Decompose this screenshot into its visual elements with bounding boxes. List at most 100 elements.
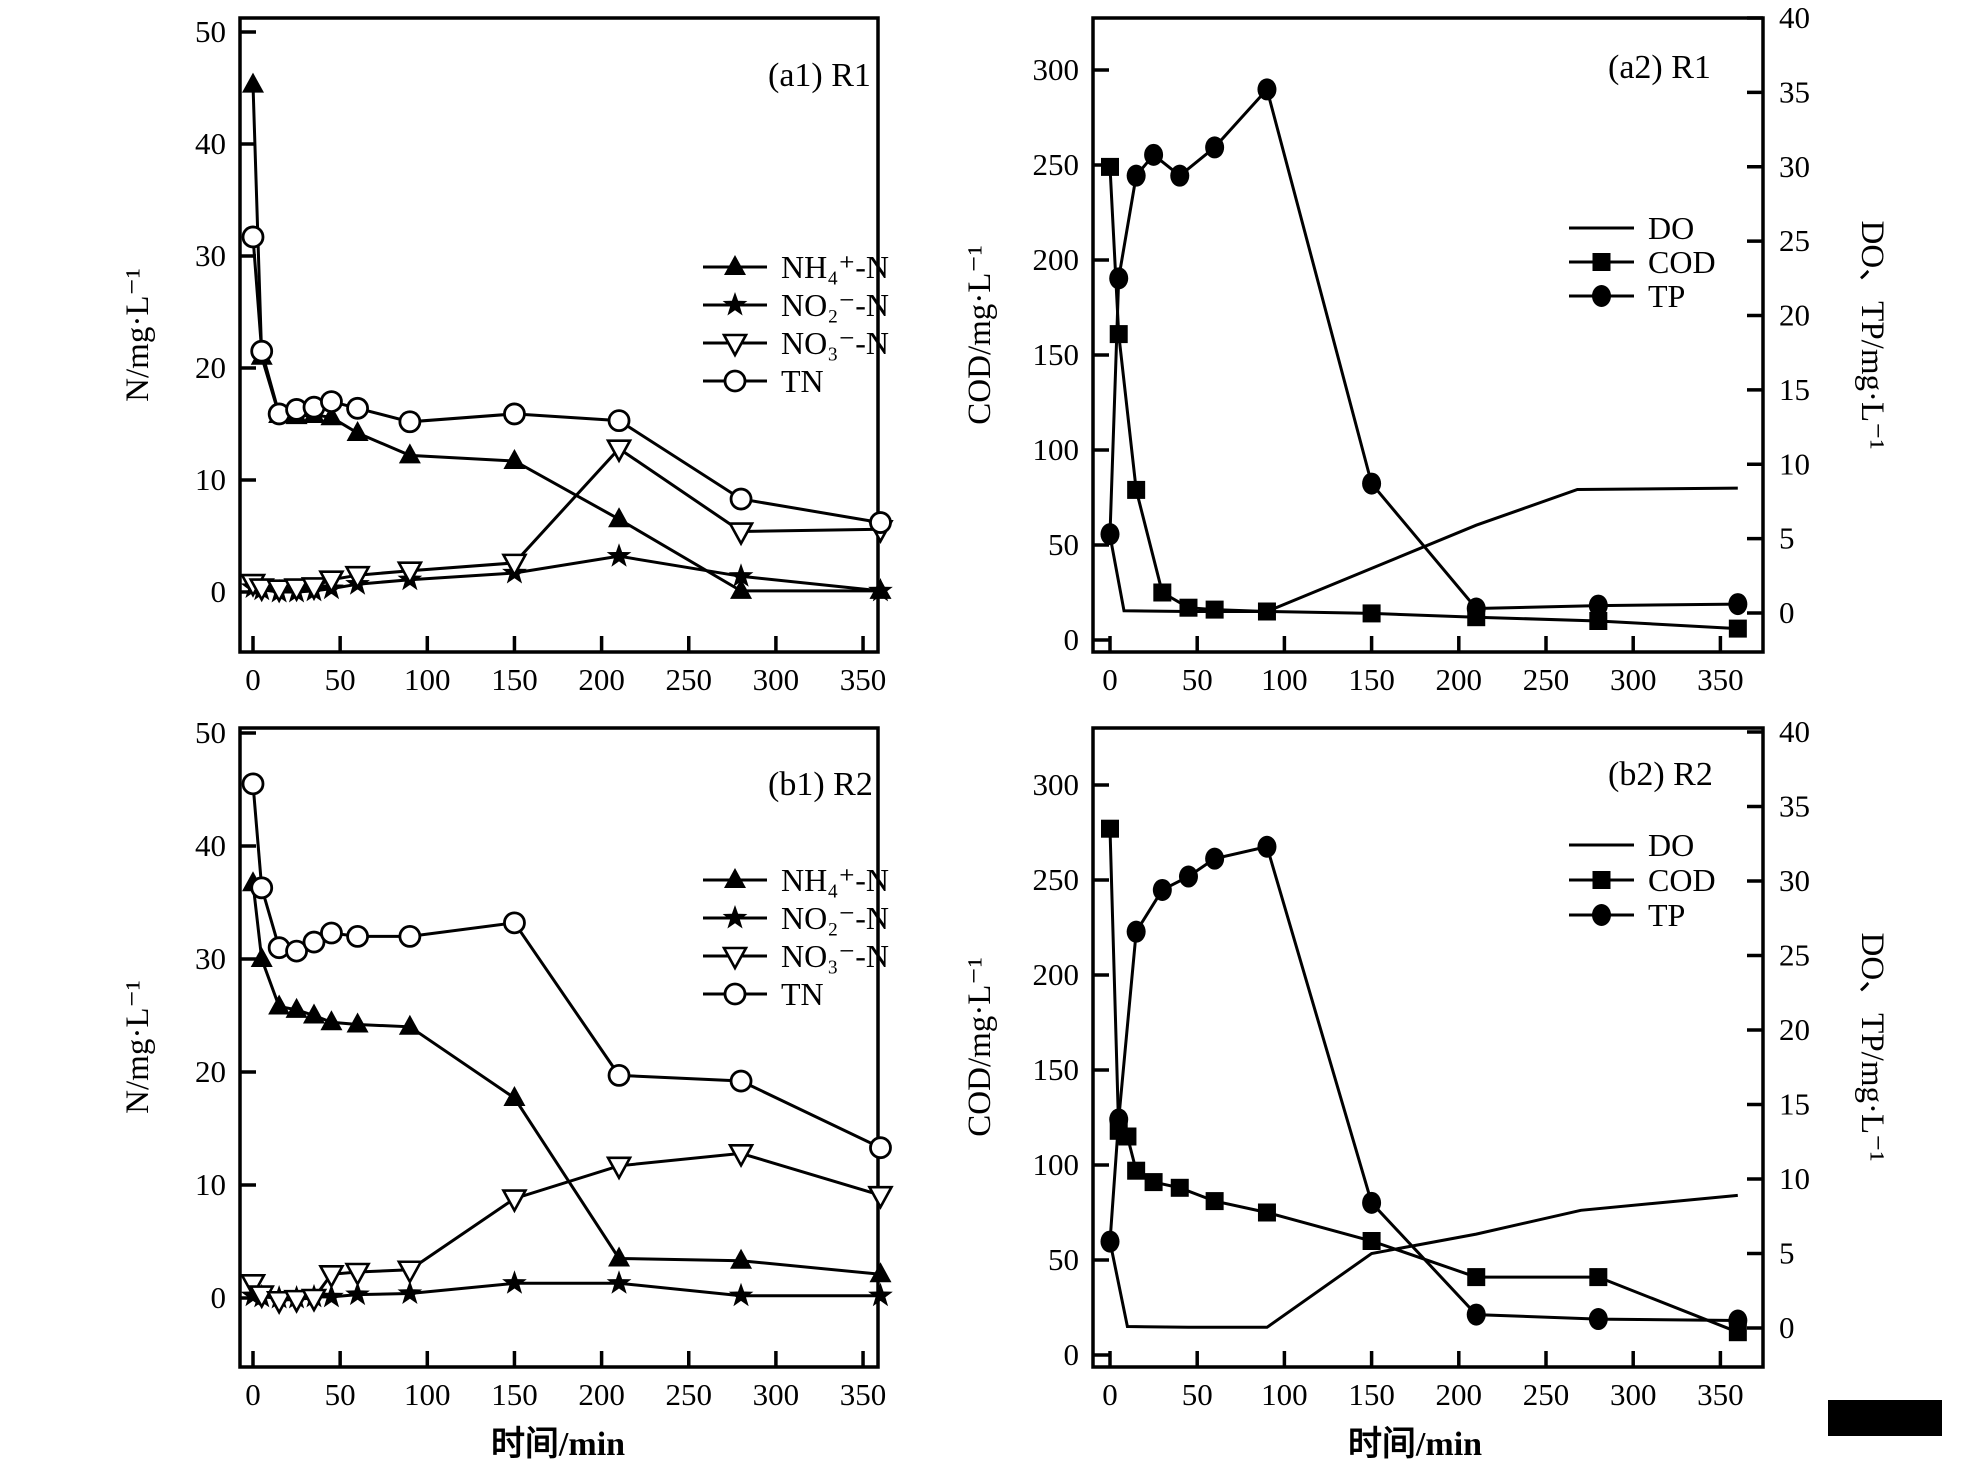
x-tick-label: 250 xyxy=(666,1377,713,1412)
y-tick-label: 50 xyxy=(1048,527,1079,562)
y-right-tick-label: 5 xyxy=(1779,1236,1795,1271)
series-tp xyxy=(1100,835,1748,1332)
x-tick-label: 150 xyxy=(491,662,538,697)
y-axis-left: 0 10 20 30 40 50 xyxy=(195,14,256,609)
y-axis-title: COD/mg·L⁻¹ xyxy=(962,957,998,1136)
x-tick-label: 0 xyxy=(1102,1377,1118,1412)
y-tick-label: 250 xyxy=(1033,147,1080,182)
y-tick-label: 0 xyxy=(1064,622,1080,657)
legend-label: NO₃⁻-N xyxy=(781,325,889,361)
series-do xyxy=(1108,486,1738,613)
y-right-tick-label: 25 xyxy=(1779,223,1810,258)
x-tick-label: 100 xyxy=(404,662,451,697)
y-tick-label: 250 xyxy=(1033,862,1080,897)
chart-a1-nitrogen-r1: 0 50 100 150 200 250 300 350 0 10 20 30 40 50 N/mg·L⁻¹… xyxy=(120,14,894,697)
y-right-tick-label: 35 xyxy=(1779,74,1810,109)
plot-frame xyxy=(1091,16,1765,654)
legend-label: COD xyxy=(1648,862,1716,898)
legend-item-cod: COD xyxy=(1569,244,1716,280)
series-tn xyxy=(241,225,892,534)
x-tick-label: 250 xyxy=(1523,662,1570,697)
y-right-tick-label: 20 xyxy=(1779,1012,1810,1047)
legend-label: TP xyxy=(1648,278,1685,314)
y-right-tick-label: 5 xyxy=(1779,521,1795,556)
y-right-tick-label: 0 xyxy=(1779,595,1795,630)
series-cod xyxy=(1101,157,1747,638)
y-tick-label: 20 xyxy=(195,1054,226,1089)
y-axis-right: 0 5 10 15 20 25 30 35 40 xyxy=(1747,0,1810,630)
series-cod xyxy=(1101,819,1747,1342)
y-right-tick-label: 0 xyxy=(1779,1310,1795,1345)
y-tick-label: 100 xyxy=(1033,1147,1080,1182)
plot-frame xyxy=(1091,726,1765,1369)
chart-b2-cod-do-tp-r2: 0 50 100 150 200 250 300 3500501001502002503000… xyxy=(962,714,1890,1463)
legend-label: TN xyxy=(781,363,824,399)
legend-item-tn: TN xyxy=(703,363,824,399)
x-tick-label: 350 xyxy=(1697,1377,1744,1412)
series-no3 xyxy=(239,439,894,604)
x-axis: 0 50 100 150 200 250 300 350 xyxy=(1102,636,1744,697)
x-axis: 0 50 100 150 200 250 300 350 xyxy=(1102,1351,1744,1412)
y-right-tick-label: 25 xyxy=(1779,938,1810,973)
y-tick-label: 0 xyxy=(1064,1337,1080,1372)
y-tick-label: 150 xyxy=(1033,1052,1080,1087)
y-axis-left: 0 50 100 150 200 250 300 xyxy=(1033,52,1109,657)
panel-label: (b1) R2 xyxy=(768,766,873,803)
y-axis-title: COD/mg·L⁻¹ xyxy=(962,245,998,424)
x-tick-label: 200 xyxy=(1436,1377,1483,1412)
legend-label: COD xyxy=(1648,244,1716,280)
y-tick-label: 30 xyxy=(195,238,226,273)
y-axis-title: N/mg·L⁻¹ xyxy=(120,980,156,1114)
legend-item-no2: NO₂⁻-N xyxy=(703,900,889,936)
y-tick-label: 200 xyxy=(1033,957,1080,992)
x-tick-label: 0 xyxy=(245,662,261,697)
y-tick-label: 10 xyxy=(195,462,226,497)
y-tick-label: 0 xyxy=(211,1280,227,1315)
redaction-box xyxy=(1828,1400,1942,1436)
y-axis-title: N/mg·L⁻¹ xyxy=(120,268,156,402)
x-tick-label: 350 xyxy=(840,662,887,697)
y-right-axis-title: DO、TP/mg·L⁻¹ xyxy=(1854,933,1890,1162)
x-tick-label: 300 xyxy=(1610,1377,1657,1412)
x-tick-label: 100 xyxy=(1261,662,1308,697)
panel-label: (b2) R2 xyxy=(1608,756,1713,793)
x-tick-label: 0 xyxy=(245,1377,261,1412)
y-tick-label: 50 xyxy=(195,715,226,750)
x-tick-label: 0 xyxy=(1102,662,1118,697)
x-tick-label: 100 xyxy=(404,1377,451,1412)
y-right-tick-label: 15 xyxy=(1779,372,1810,407)
legend-label: NH₄⁺-N xyxy=(781,249,889,285)
legend-label: NO₃⁻-N xyxy=(781,938,889,974)
y-right-tick-label: 10 xyxy=(1779,1161,1810,1196)
legend-label: NO₂⁻-N xyxy=(781,900,889,936)
x-tick-label: 150 xyxy=(1348,662,1395,697)
plot-frame xyxy=(238,726,880,1369)
legend-item-tn: TN xyxy=(703,976,824,1012)
y-tick-label: 40 xyxy=(195,126,226,161)
legend-label: TN xyxy=(781,976,824,1012)
y-tick-label: 100 xyxy=(1033,432,1080,467)
y-right-tick-label: 30 xyxy=(1779,149,1810,184)
legend-item-cod: COD xyxy=(1569,862,1716,898)
y-right-tick-label: 40 xyxy=(1779,0,1810,35)
chart-b1-nitrogen-r2: 0 50 100 150 200 250 300 350 0 10 20 30 40 50 N/mg·L⁻¹… xyxy=(120,715,894,1463)
legend-label: NO₂⁻-N xyxy=(781,287,889,323)
x-axis: 0 50 100 150 200 250 300 350 xyxy=(245,636,886,697)
legend-item-no2: NO₂⁻-N xyxy=(703,287,889,323)
legend-label: TP xyxy=(1648,897,1685,933)
legend-item-no3: NO₃⁻-N xyxy=(703,938,889,974)
y-axis-left: 0 10 20 30 40 50 xyxy=(195,715,256,1315)
y-tick-label: 40 xyxy=(195,828,226,863)
y-right-tick-label: 40 xyxy=(1779,714,1810,749)
y-right-tick-label: 30 xyxy=(1779,863,1810,898)
y-right-tick-label: 15 xyxy=(1779,1087,1810,1122)
x-tick-label: 50 xyxy=(1182,662,1213,697)
legend-item-no3: NO₃⁻-N xyxy=(703,325,889,361)
y-tick-label: 200 xyxy=(1033,242,1080,277)
x-tick-label: 300 xyxy=(1610,662,1657,697)
series-tp xyxy=(1100,78,1748,620)
x-tick-label: 200 xyxy=(578,1377,625,1412)
